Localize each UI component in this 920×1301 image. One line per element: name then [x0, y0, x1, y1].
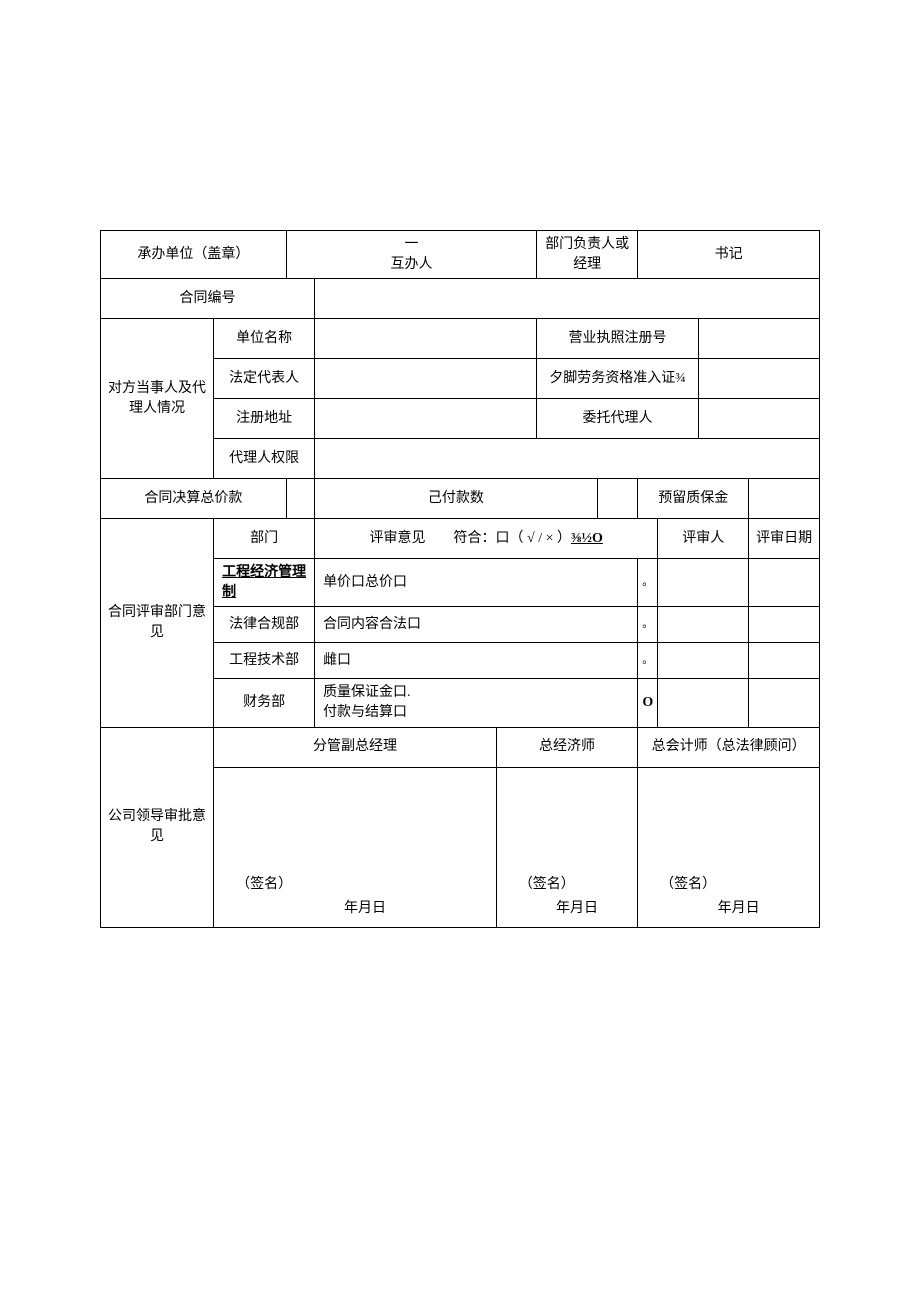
- row-organizer: 承办单位（盖章） 一 互办人 部门负责人或经理 书记: [101, 231, 820, 279]
- review-dept-3: 工程技术部: [214, 643, 315, 679]
- review-mark-2: 。: [638, 607, 658, 643]
- chief-accountant-label: 总会计师（总法律顾问）: [638, 727, 820, 767]
- retention-label: 预留质保金: [638, 479, 749, 519]
- reviewer-4: [658, 679, 749, 727]
- agent-label: 委托代理人: [537, 399, 699, 439]
- chief-accountant-sign: （签名） 年月日: [638, 767, 820, 927]
- secretary-label: 书记: [638, 231, 820, 279]
- organizer-handler: 一 互办人: [286, 231, 536, 279]
- total-price-value: [286, 479, 314, 519]
- agent-auth-label: 代理人权限: [214, 439, 315, 479]
- review-date-2: [749, 607, 820, 643]
- row-party-1: 对方当事人及代理人情况 单位名称 营业执照注册号: [101, 319, 820, 359]
- review-dept-header: 部门: [214, 519, 315, 559]
- approval-form-table: 承办单位（盖章） 一 互办人 部门负责人或经理 书记 合同编号 对方当事人及代理…: [100, 230, 820, 928]
- deputy-gm-label: 分管副总经理: [214, 727, 497, 767]
- review-opinion-header: 评审意见 符合：口（ √ / × ）⅜½O: [315, 519, 658, 559]
- review-dept-1: 工程经济管理制: [214, 559, 315, 607]
- license-value: [698, 319, 819, 359]
- agent-value: [698, 399, 819, 439]
- review-date-4: [749, 679, 820, 727]
- review-opinion-4: 质量保证金口. 付款与结算口: [315, 679, 638, 727]
- review-date-3: [749, 643, 820, 679]
- review-mark-4: O: [638, 679, 658, 727]
- contract-no-value: [315, 279, 820, 319]
- reg-addr-value: [315, 399, 537, 439]
- review-mark-1: 。: [638, 559, 658, 607]
- agent-auth-value: [315, 439, 820, 479]
- reviewer-3: [658, 643, 749, 679]
- review-dept-2: 法律合规部: [214, 607, 315, 643]
- review-opinion-2: 合同内容合法口: [315, 607, 638, 643]
- unit-name-label: 单位名称: [214, 319, 315, 359]
- party-section-label: 对方当事人及代理人情况: [101, 319, 214, 479]
- unit-name-value: [315, 319, 537, 359]
- labor-cert-label: 夕脚劳务资格准入证¾: [537, 359, 699, 399]
- paid-value: [597, 479, 637, 519]
- contract-no-label: 合同编号: [101, 279, 315, 319]
- review-dept-4: 财务部: [214, 679, 315, 727]
- review-date-header: 评审日期: [749, 519, 820, 559]
- license-label: 营业执照注册号: [537, 319, 699, 359]
- chief-economist-label: 总经济师: [496, 727, 637, 767]
- row-review-header: 合同评审部门意见 部门 评审意见 符合：口（ √ / × ）⅜½O 评审人 评审…: [101, 519, 820, 559]
- labor-cert-value: [698, 359, 819, 399]
- legal-rep-label: 法定代表人: [214, 359, 315, 399]
- review-section-label: 合同评审部门意见: [101, 519, 214, 727]
- review-opinion-3: 雌口: [315, 643, 638, 679]
- total-price-label: 合同决算总价款: [101, 479, 287, 519]
- paid-label: 己付款数: [315, 479, 598, 519]
- reg-addr-label: 注册地址: [214, 399, 315, 439]
- dept-head-label: 部门负责人或经理: [537, 231, 638, 279]
- retention-value: [749, 479, 820, 519]
- leader-section-label: 公司领导审批意见: [101, 727, 214, 927]
- reviewer-1: [658, 559, 749, 607]
- row-leader-header: 公司领导审批意见 分管副总经理 总经济师 总会计师（总法律顾问）: [101, 727, 820, 767]
- review-mark-3: 。: [638, 643, 658, 679]
- organizer-label: 承办单位（盖章）: [101, 231, 287, 279]
- review-opinion-1: 单价口总价口: [315, 559, 638, 607]
- legal-rep-value: [315, 359, 537, 399]
- deputy-gm-sign: （签名） 年月日: [214, 767, 497, 927]
- reviewer-2: [658, 607, 749, 643]
- row-settlement: 合同决算总价款 己付款数 预留质保金: [101, 479, 820, 519]
- reviewer-header: 评审人: [658, 519, 749, 559]
- chief-economist-sign: （签名） 年月日: [496, 767, 637, 927]
- row-contract-no: 合同编号: [101, 279, 820, 319]
- review-date-1: [749, 559, 820, 607]
